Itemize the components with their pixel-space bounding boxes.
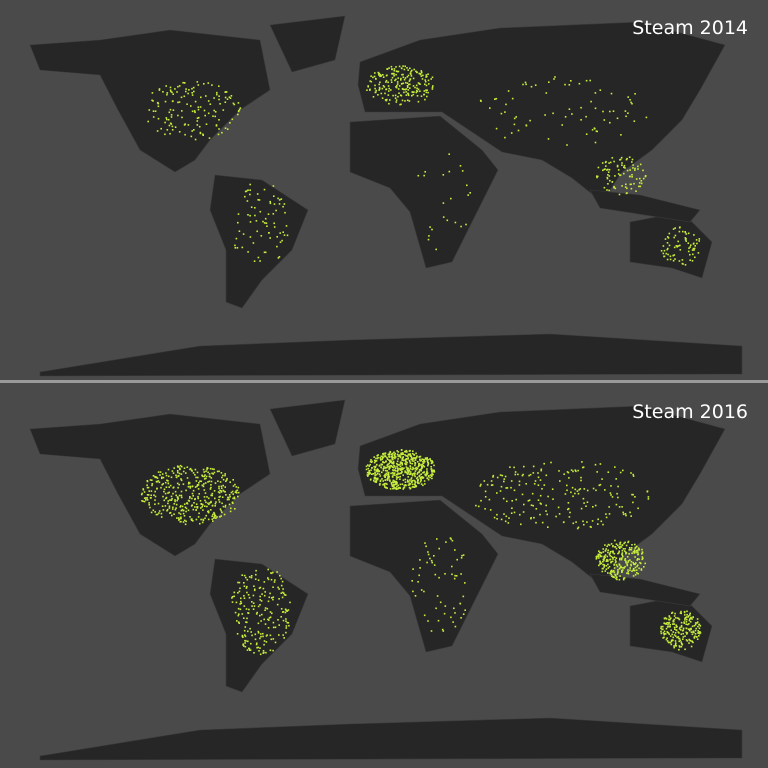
map-2014: Steam 2014 [0, 0, 768, 380]
separator [0, 380, 768, 383]
activity-dots [140, 449, 702, 656]
map-title: Steam 2016 [632, 401, 748, 423]
activity-dots [147, 65, 701, 266]
map-title: Steam 2014 [632, 17, 748, 39]
map-2016: Steam 2016 [0, 384, 768, 768]
